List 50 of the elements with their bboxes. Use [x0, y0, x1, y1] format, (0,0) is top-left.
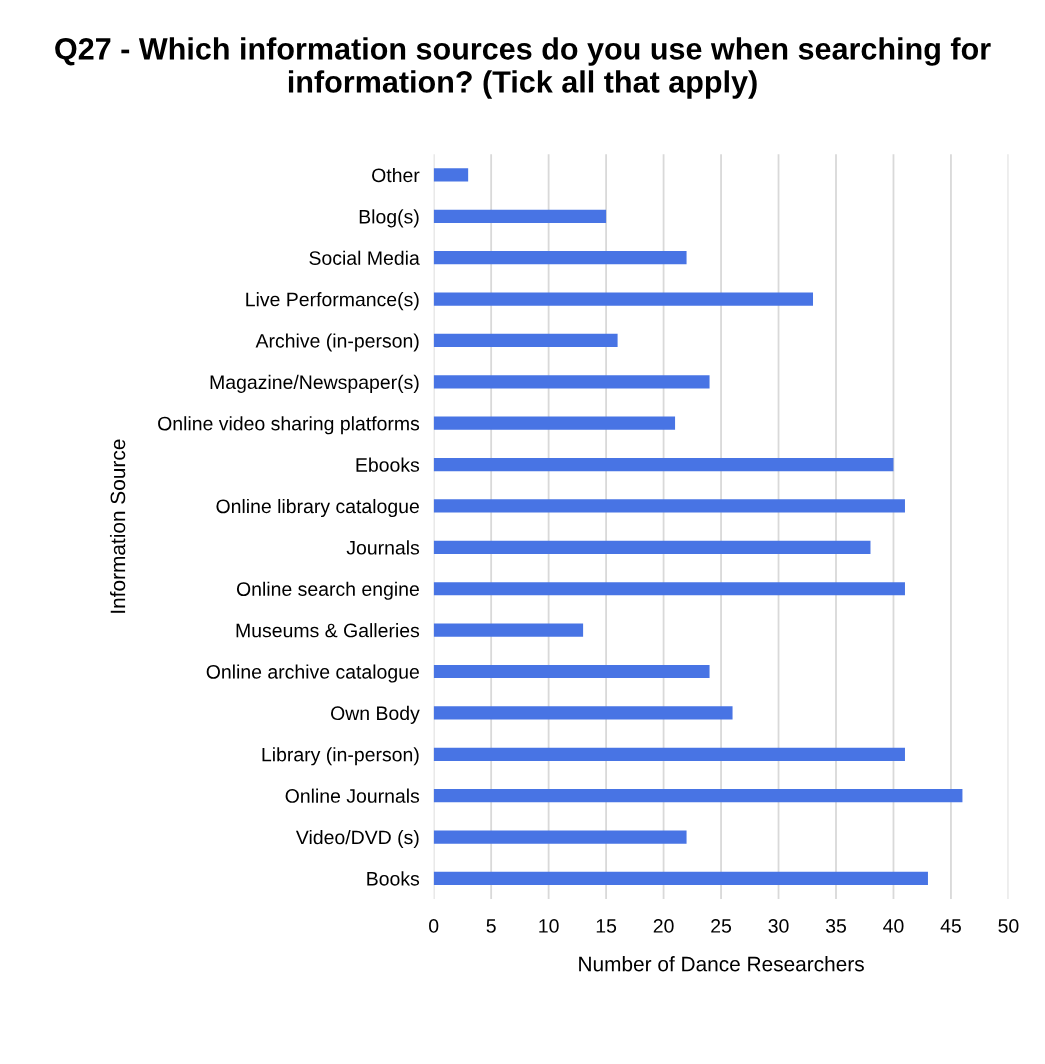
bar: [433, 540, 871, 554]
chart-title: Q27 - Which information sources do you use when searching for information? (Tick all that apply): [55, 37, 991, 99]
y-tick-label: Journals: [346, 540, 420, 555]
x-tick-label: 45: [940, 919, 961, 933]
x-tick-label: 5: [486, 919, 496, 933]
bar: [433, 747, 905, 761]
bar: [433, 333, 618, 348]
y-tick-label: Video/DVD (s): [295, 829, 419, 849]
x-tick-label: 0: [429, 919, 439, 933]
bar: [433, 168, 469, 182]
bar: [433, 375, 710, 389]
y-tick-label: Live Performance(s): [246, 292, 419, 311]
y-tick-label: Blog(s): [359, 209, 419, 228]
bar: [433, 251, 687, 265]
y-tick-label: Museums & Galleries: [236, 623, 420, 638]
bar: [433, 664, 710, 679]
y-tick-label: Magazine/Newspaper(s): [210, 374, 419, 393]
y-tick-label: Books: [367, 871, 420, 886]
bar: [433, 209, 607, 223]
x-tick-label: 25: [711, 919, 732, 933]
x-tick-label: 10: [539, 919, 559, 933]
bar: [433, 582, 905, 596]
bar: [433, 623, 584, 637]
bar: [433, 706, 733, 720]
y-tick-label: Archive (in-person): [255, 333, 419, 352]
y-tick-label: Online library catalogue: [216, 498, 419, 518]
y-axis-title: Information Source: [109, 439, 126, 613]
y-tick-label: Library (in-person): [262, 747, 419, 766]
bar: [433, 457, 894, 472]
y-tick-label: Own Body: [331, 705, 420, 724]
y-tick-label: Online search engine: [236, 581, 419, 600]
x-tick-label: 50: [998, 919, 1019, 933]
x-axis-title: Number of Dance Researchers: [579, 956, 864, 972]
bar: [433, 789, 963, 803]
x-tick-label: 15: [596, 919, 617, 933]
bar: [433, 871, 928, 886]
x-tick-label: 20: [653, 919, 674, 933]
y-tick-label: Online archive catalogue: [206, 664, 419, 683]
bar: [433, 499, 905, 513]
bar: [433, 830, 687, 844]
y-tick-label: Other: [372, 167, 420, 183]
bar: [433, 292, 814, 306]
y-tick-label: Ebooks: [356, 457, 420, 472]
y-tick-label: Online video sharing platforms: [158, 416, 420, 435]
y-tick-label: Social Media: [309, 250, 420, 265]
bar: [433, 416, 676, 430]
x-tick-label: 35: [825, 919, 846, 933]
x-tick-label: 30: [768, 919, 789, 933]
x-tick-label: 40: [883, 919, 904, 933]
y-tick-label: Online Journals: [285, 788, 420, 803]
